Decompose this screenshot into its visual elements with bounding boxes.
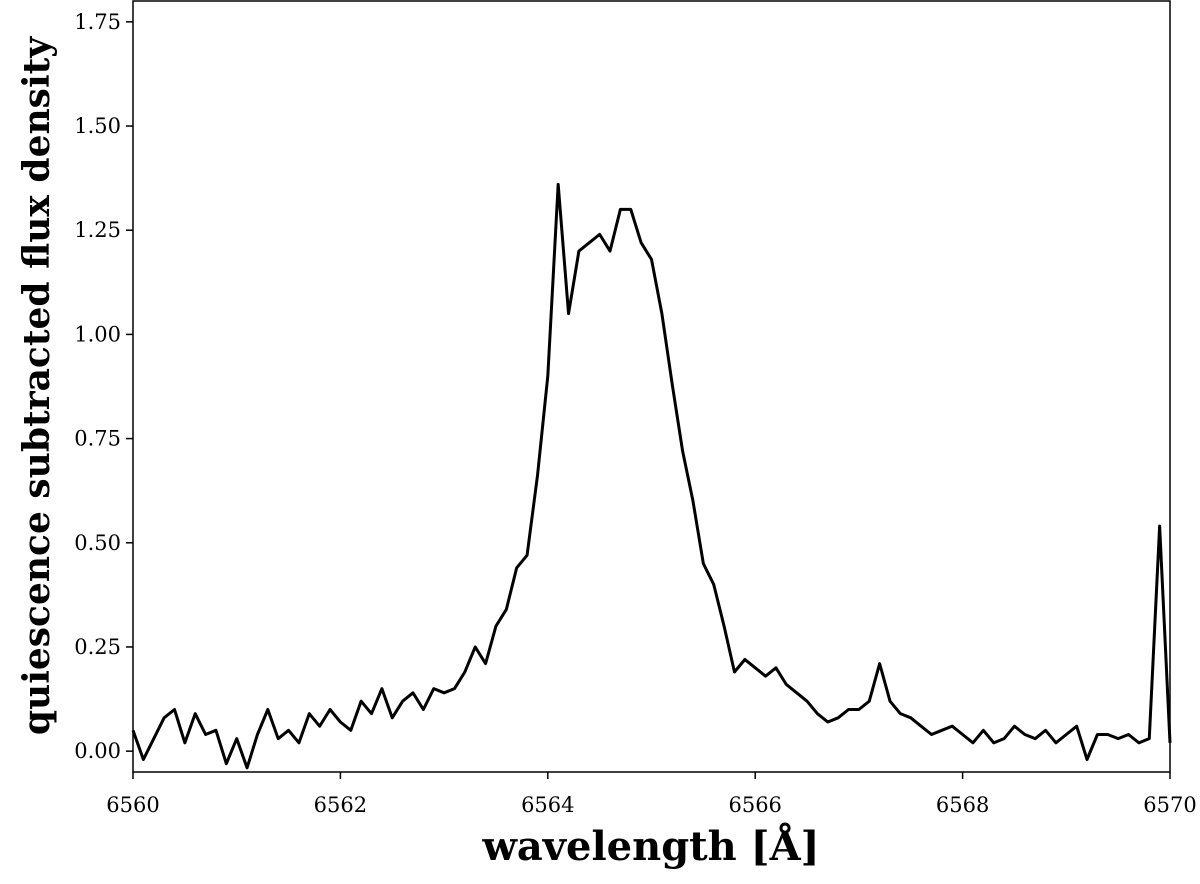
y-tick-label: 1.00 [74,322,121,346]
x-tick-label: 6562 [314,793,367,817]
y-tick-label: 0.50 [74,531,121,555]
plot-frame [132,0,1171,773]
y-tick-label: 1.50 [74,114,121,138]
y-tick-label: 1.25 [74,218,121,242]
y-tick-label: 0.00 [74,739,121,763]
y-tick-label: 0.75 [74,427,121,451]
y-tick-label: 0.25 [74,635,121,659]
x-tick-label: 6570 [1143,793,1196,817]
x-tick-label: 6566 [728,793,781,817]
x-tick-label: 6568 [936,793,989,817]
spectrum-line [131,182,1172,770]
y-axis-label: quiescence subtracted flux density [16,36,58,735]
x-axis-label: wavelength [Å] [481,823,819,870]
y-tick-label: 1.75 [74,10,121,34]
x-tick-label: 6564 [521,793,574,817]
x-tick-label: 6560 [106,793,159,817]
